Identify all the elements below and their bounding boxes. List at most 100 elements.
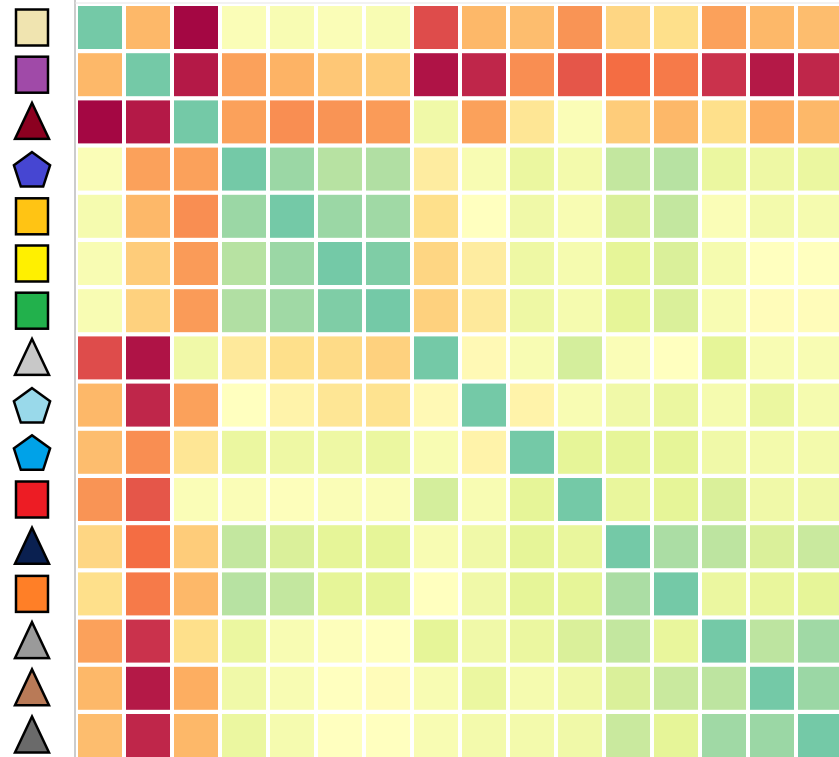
heatmap-cell (270, 147, 314, 191)
heatmap-cell (510, 478, 554, 521)
heatmap-cell (222, 147, 266, 191)
row-icon (14, 480, 50, 519)
heatmap-cell (126, 147, 170, 191)
heatmap-cell (798, 525, 839, 569)
heatmap-cell (798, 619, 839, 663)
heatmap-cell (318, 478, 362, 521)
row-icon (13, 524, 51, 565)
heatmap-cell (318, 6, 362, 49)
heatmap-cell (318, 194, 362, 238)
row-icon (14, 197, 50, 236)
heatmap-cell (558, 289, 602, 333)
heatmap-cell (462, 147, 506, 191)
heatmap-cell (366, 619, 410, 663)
heatmap-cell (462, 100, 506, 144)
heatmap-cell (606, 572, 650, 616)
heatmap-cell (78, 194, 122, 238)
heatmap-cell (654, 619, 698, 663)
heatmap-cell (510, 336, 554, 380)
heatmap-cell (174, 100, 218, 144)
heatmap-cell (702, 666, 746, 710)
row-icon (12, 386, 52, 424)
heatmap-cell (174, 336, 218, 380)
heatmap-cell (462, 525, 506, 569)
heatmap-cell (366, 430, 410, 474)
heatmap-cell (462, 194, 506, 238)
heatmap-cell (126, 53, 170, 97)
heatmap-cell (510, 242, 554, 285)
heatmap-cell (366, 6, 410, 49)
heatmap-cell (222, 666, 266, 710)
heatmap-cell (462, 53, 506, 97)
heatmap-cell (414, 383, 458, 427)
heatmap-cell (318, 100, 362, 144)
heatmap-cell (558, 478, 602, 521)
heatmap-cell (798, 6, 839, 49)
heatmap-cell (270, 572, 314, 616)
heatmap-cell (366, 572, 410, 616)
heatmap-cell (798, 572, 839, 616)
heatmap-cell (798, 100, 839, 144)
heatmap-cell (126, 525, 170, 569)
row-icon (12, 433, 52, 471)
heatmap-cell (606, 6, 650, 49)
heatmap-cell (414, 289, 458, 333)
heatmap-cell (318, 430, 362, 474)
heatmap-cell (366, 478, 410, 521)
heatmap-cell (798, 194, 839, 238)
heatmap-cell (606, 289, 650, 333)
heatmap-cell (126, 666, 170, 710)
heatmap-cell (366, 336, 410, 380)
heatmap-cell (702, 289, 746, 333)
heatmap-cell (126, 194, 170, 238)
heatmap-cell (222, 619, 266, 663)
heatmap-cell (558, 714, 602, 757)
heatmap-cell (318, 666, 362, 710)
heatmap-cell (366, 714, 410, 757)
heatmap-cell (78, 53, 122, 97)
heatmap-cell (78, 666, 122, 710)
heatmap-cell (174, 147, 218, 191)
heatmap-cell (462, 478, 506, 521)
heatmap-cell (606, 383, 650, 427)
heatmap-cell (318, 714, 362, 757)
heatmap-cell (414, 242, 458, 285)
heatmap-cell (414, 525, 458, 569)
heatmap-cell (126, 289, 170, 333)
heatmap-cell (366, 194, 410, 238)
heatmap-cell (174, 572, 218, 616)
heatmap-cell (558, 525, 602, 569)
heatmap-cell (750, 430, 794, 474)
heatmap-cell (126, 430, 170, 474)
heatmap-cell (78, 525, 122, 569)
heatmap-cell (366, 666, 410, 710)
heatmap-cell (462, 6, 506, 49)
heatmap-cell (798, 242, 839, 285)
heatmap-cell (414, 714, 458, 757)
heatmap-cell (750, 242, 794, 285)
row-icon (14, 55, 50, 94)
heatmap-cell (510, 619, 554, 663)
heatmap-cell (222, 6, 266, 49)
heatmap-cell (174, 383, 218, 427)
heatmap-cell (510, 6, 554, 49)
heatmap-cell (750, 525, 794, 569)
heatmap-cell (510, 53, 554, 97)
heatmap-cell (702, 336, 746, 380)
heatmap-cell (798, 147, 839, 191)
heatmap-cell (174, 194, 218, 238)
heatmap-cell (654, 383, 698, 427)
heatmap-cell (318, 336, 362, 380)
row-icon (14, 291, 50, 330)
heatmap-cell (702, 525, 746, 569)
heatmap-cell (270, 242, 314, 285)
heatmap-cell (366, 53, 410, 97)
heatmap-cell (750, 478, 794, 521)
heatmap-cell (654, 666, 698, 710)
row-icon (14, 244, 50, 283)
heatmap-cell (222, 525, 266, 569)
heatmap-cell (654, 53, 698, 97)
heatmap-cell (174, 478, 218, 521)
heatmap-cell (750, 194, 794, 238)
heatmap-cell (702, 430, 746, 474)
